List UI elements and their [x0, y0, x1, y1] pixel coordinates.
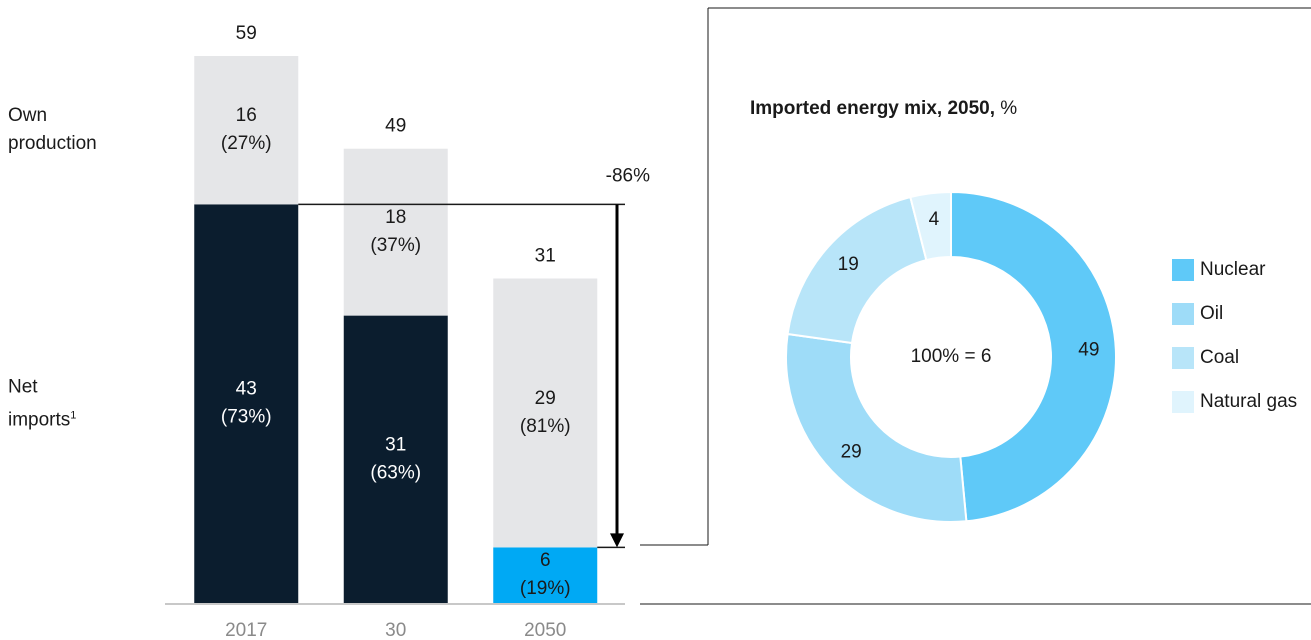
legend-swatch	[1172, 391, 1194, 413]
bar-segment	[493, 547, 598, 603]
total-label: 59	[236, 23, 257, 44]
share-label: (73%)	[221, 407, 272, 428]
slice-label: 4	[929, 209, 940, 230]
change-label: -86%	[606, 165, 650, 186]
value-label: 6	[540, 550, 551, 571]
legend-swatch	[1172, 259, 1194, 281]
category-label: 2050	[524, 620, 566, 640]
pie-slice	[909, 190, 952, 262]
category-label: 30	[385, 620, 406, 640]
title-unit: %	[1000, 98, 1018, 119]
center-label: 100% = 6	[911, 346, 992, 367]
legend-label: Nuclear	[1200, 259, 1266, 280]
pie-slice	[785, 332, 968, 523]
share-label: (37%)	[370, 235, 421, 256]
value-label: 31	[385, 434, 406, 455]
category-label: 2017	[225, 620, 267, 640]
legend-label: Oil	[1200, 303, 1223, 324]
value-label: 18	[385, 207, 406, 228]
arrow-head	[610, 533, 624, 548]
slice-label: 19	[838, 254, 859, 275]
bar-segment	[194, 56, 299, 205]
bar-segment	[343, 315, 448, 603]
bar-segment	[194, 204, 299, 603]
share-label: (63%)	[370, 462, 421, 483]
share-label: (19%)	[520, 578, 571, 599]
series-name: Own production	[8, 105, 97, 155]
bar-segment	[343, 148, 448, 316]
legend-label: Coal	[1200, 347, 1239, 368]
legend-swatch	[1172, 303, 1194, 325]
legend-swatch	[1172, 347, 1194, 369]
bar-segment	[493, 278, 598, 548]
legend-label: Natural gas	[1200, 391, 1297, 412]
value-label: 43	[236, 379, 257, 400]
series-name: Net imports	[8, 375, 71, 431]
row-label: Net imports1	[8, 373, 88, 434]
row-label: Own production	[8, 102, 128, 158]
title-text: Imported energy mix, 2050,	[750, 98, 995, 119]
pie-slice	[950, 190, 1117, 523]
slice-label: 49	[1078, 340, 1099, 361]
slice-label: 29	[841, 441, 862, 462]
footnote-marker: 1	[70, 408, 77, 421]
total-label: 49	[385, 116, 406, 137]
value-label: 16	[236, 105, 257, 126]
total-label: 31	[535, 246, 556, 267]
share-label: (81%)	[520, 416, 571, 437]
value-label: 29	[535, 388, 556, 409]
share-label: (27%)	[221, 133, 272, 154]
pie-title: Imported energy mix, 2050, %	[750, 98, 1017, 120]
